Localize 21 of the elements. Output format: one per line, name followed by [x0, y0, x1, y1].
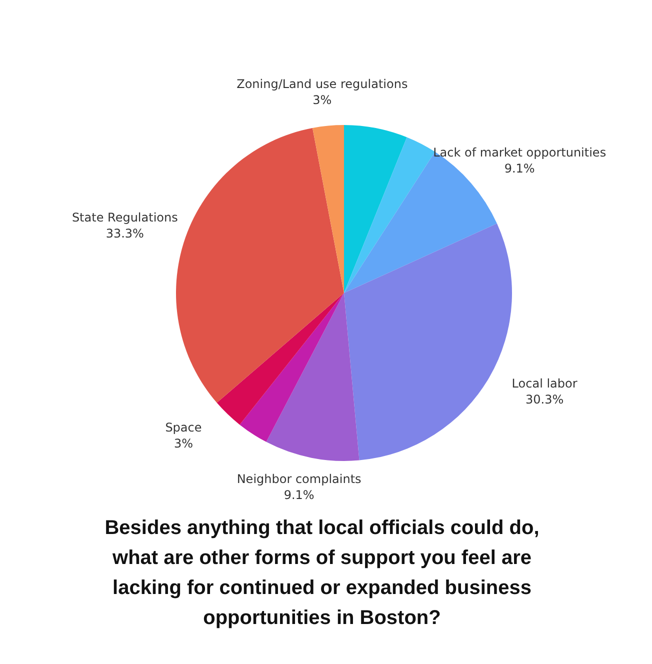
data-label: 9.1%	[284, 488, 314, 502]
slice-label: Lack of market opportunities	[433, 145, 606, 160]
pie-slice	[240, 293, 344, 442]
pie-slice	[344, 125, 407, 293]
data-label: 9.1%	[504, 161, 535, 176]
text: Besides anything that local officials could do, what are other forms of support you feel are lacking for continued or expanded business opportunities in Boston?	[104, 517, 540, 629]
pie-slice	[266, 293, 360, 461]
slice-label: Local labor	[512, 376, 578, 391]
data-label: 30.3%	[525, 392, 564, 407]
slice-label: State Regulations	[72, 210, 178, 224]
slice-label: Space	[165, 420, 202, 434]
slice-label: Zoning/Land use regulations	[236, 76, 408, 91]
data-label: 33.3%	[106, 226, 144, 240]
data-label: 3%	[312, 92, 332, 107]
slice-label: Neighbor complaints	[236, 472, 362, 486]
pie-slice	[216, 293, 344, 425]
data-label: 3%	[174, 436, 193, 450]
pie-slice	[176, 128, 344, 403]
pie-slice	[344, 137, 435, 293]
pie-slice	[344, 224, 512, 460]
pie-slice	[312, 125, 344, 293]
